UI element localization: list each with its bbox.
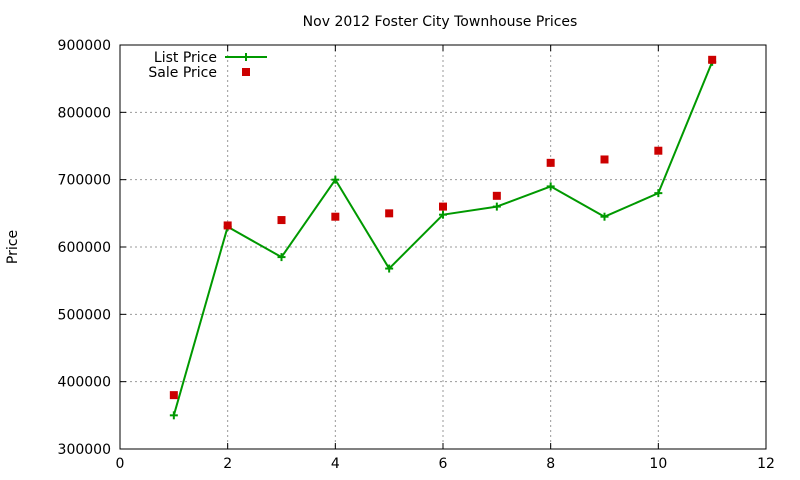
y-tick-label: 700000 xyxy=(58,173,111,189)
data-point xyxy=(654,189,663,198)
data-point xyxy=(385,264,394,273)
data-point xyxy=(492,191,501,200)
series-1 xyxy=(169,57,717,420)
chart-title: Nov 2012 Foster City Townhouse Prices xyxy=(303,14,578,30)
axis-ticks: 0 2 4 6 8 10 12 300000 400000 500000 600000 700000 8… xyxy=(58,38,775,472)
x-tick-label: 4 xyxy=(331,456,340,472)
data-point xyxy=(546,182,555,191)
data-point xyxy=(600,155,609,164)
data-point xyxy=(439,210,447,219)
data-point xyxy=(654,146,663,155)
y-tick-label: 800000 xyxy=(58,105,111,121)
data-point xyxy=(169,391,178,400)
y-tick-label: 400000 xyxy=(58,375,111,391)
data-point xyxy=(600,212,609,221)
data-point xyxy=(331,175,340,184)
x-tick-label: 8 xyxy=(546,456,555,472)
series-line xyxy=(172,61,714,416)
x-tick-label: 0 xyxy=(116,456,125,472)
legend-label: Sale Price xyxy=(148,65,217,81)
y-tick-label: 600000 xyxy=(58,240,111,256)
x-tick-label: 10 xyxy=(649,456,667,472)
x-tick-label: 12 xyxy=(757,456,775,472)
data-point xyxy=(169,411,178,420)
series-2 xyxy=(169,55,717,400)
y-tick-label: 300000 xyxy=(58,442,111,458)
grid xyxy=(120,45,766,449)
data-point xyxy=(223,221,232,230)
legend-marker xyxy=(242,68,250,76)
y-axis-label: Price xyxy=(5,230,21,264)
legend-marker xyxy=(242,53,250,61)
data-point xyxy=(331,212,340,221)
series xyxy=(169,55,717,420)
data-point xyxy=(385,209,394,218)
y-tick-label: 500000 xyxy=(58,307,111,323)
y-tick-label: 900000 xyxy=(58,38,111,54)
data-point xyxy=(439,202,447,211)
legend-label: List Price xyxy=(154,50,217,66)
x-tick-label: 6 xyxy=(439,456,448,472)
x-tick-label: 2 xyxy=(223,456,232,472)
data-point xyxy=(708,55,717,64)
data-point xyxy=(492,202,501,211)
data-point xyxy=(277,253,286,262)
data-point xyxy=(277,216,286,225)
data-point xyxy=(546,158,555,167)
